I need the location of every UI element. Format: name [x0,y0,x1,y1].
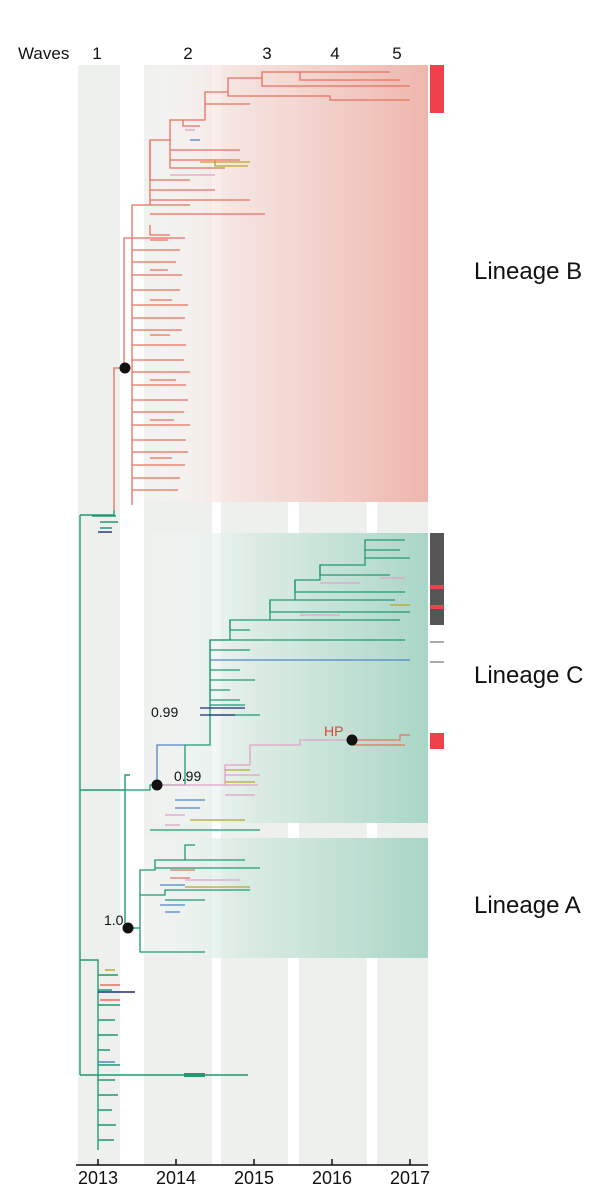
wave-label-2: 2 [183,44,193,63]
lineage-b-red-bar [430,65,444,113]
sample-bars [430,65,444,749]
lineage-c-root-node [151,779,163,791]
support-value-lower: 0.99 [174,768,202,784]
year-label-2016: 2016 [311,1168,353,1188]
lineage-c-gray-bar [430,533,444,625]
lineage-a-label: Lineage A [474,892,581,919]
year-label-2015: 2015 [233,1168,275,1188]
lineage-c-red-bar-1 [430,585,444,589]
lineage-b-minor-branches [170,129,250,176]
lineage-b-root-node [119,362,131,374]
backbone-minor-branches [98,531,205,1077]
node-markers [119,362,358,934]
year-label-2017: 2017 [389,1168,431,1188]
lineage-c-red-bar-2 [430,605,444,609]
support-value-upper: 0.99 [151,704,179,720]
lineage-a-branches [128,844,260,953]
lineage-c-label: Lineage C [474,662,584,689]
lineage-c-minor-branches [150,577,410,831]
wave-label-4: 4 [330,44,340,63]
wave-label-1: 1 [92,44,102,63]
lineage-b-shade [130,65,428,502]
lineage-a-root-node [122,922,134,934]
hp-label: HP [324,723,344,739]
lineage-c-branches [125,539,410,791]
time-axis [76,1159,428,1166]
lineage-a-shade [115,838,428,958]
lineage-c-shade [140,533,428,823]
hp-red-bar [430,733,444,749]
hp-node [346,734,358,746]
waves-label: Waves [18,44,70,63]
lineage-a-minor-branches [160,869,250,913]
wave-label-5: 5 [392,44,402,63]
wave-label-3: 3 [262,44,272,63]
year-label-2013: 2013 [77,1168,119,1188]
support-value-a: 1.0 [104,912,124,928]
wave-band-1 [78,65,120,1165]
lineage-b-label: Lineage B [474,258,583,285]
year-label-2014: 2014 [155,1168,197,1188]
